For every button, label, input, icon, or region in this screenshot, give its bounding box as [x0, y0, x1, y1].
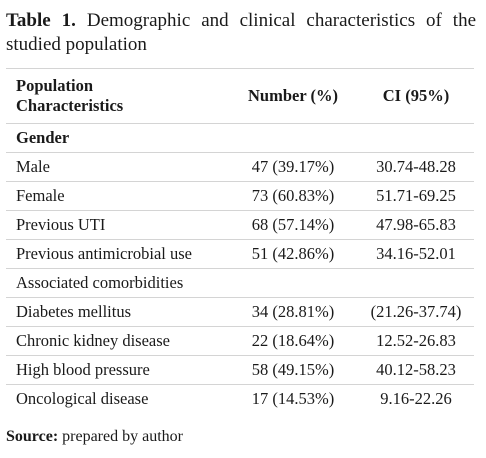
table-section-row: Associated comorbidities	[6, 269, 474, 298]
confidence-interval-cell: (21.26-37.74)	[370, 302, 462, 321]
confidence-interval-cell: 47.98-65.83	[376, 215, 456, 234]
header-confidence-interval: CI (95%)	[382, 86, 450, 105]
table-row: Oncological disease 17 (14.53%) 9.16-22.26	[6, 385, 474, 413]
row-label: High blood pressure	[16, 360, 150, 379]
confidence-interval-cell: 51.71-69.25	[376, 186, 456, 205]
number-percent-cell: 22 (18.64%)	[251, 331, 335, 350]
table-row: Male 47 (39.17%) 30.74-48.28	[6, 153, 474, 182]
row-label: Diabetes mellitus	[16, 302, 132, 321]
characteristics-table: Population Characteristics Number (%) CI…	[6, 68, 474, 413]
row-label: Previous antimicrobial use	[16, 244, 192, 263]
table-row: Previous UTI 68 (57.14%) 47.98-65.83	[6, 211, 474, 240]
confidence-interval-cell: 12.52-26.83	[376, 331, 456, 350]
table-row: Chronic kidney disease 22 (18.64%) 12.52-2…	[6, 327, 474, 356]
number-percent-cell: 73 (60.83%)	[251, 186, 335, 205]
header-number-percent: Number (%)	[248, 86, 338, 105]
table-row: High blood pressure 58 (49.15%) 40.12-58.2…	[6, 356, 474, 385]
confidence-interval-cell	[358, 124, 474, 152]
section-label: Associated comorbidities	[16, 273, 184, 292]
number-percent-cell	[228, 124, 358, 152]
confidence-interval-cell	[358, 269, 474, 297]
number-percent-cell: 51 (42.86%)	[251, 244, 335, 263]
row-label: Oncological disease	[16, 389, 149, 408]
table-caption-label: Table 1.	[6, 10, 76, 31]
table-row: Previous antimicrobial use 51 (42.86%) 34.…	[6, 240, 474, 269]
table-row: Diabetes mellitus 34 (28.81%) (21.26-37.74…	[6, 298, 474, 327]
confidence-interval-cell: 30.74-48.28	[376, 157, 456, 176]
table-section-row: Gender	[6, 124, 474, 153]
row-label: Chronic kidney disease	[16, 331, 170, 350]
table-caption-text: Demographic and clinical characteristics…	[6, 10, 477, 55]
header-population-characteristics: Population Characteristics	[16, 76, 124, 115]
row-label: Female	[16, 186, 65, 205]
number-percent-cell: 17 (14.53%)	[251, 389, 335, 408]
row-label: Male	[16, 157, 50, 176]
source-text: prepared by author	[62, 428, 183, 445]
table-row: Female 73 (60.83%) 51.71-69.25	[6, 182, 474, 211]
number-percent-cell: 68 (57.14%)	[251, 215, 335, 234]
source-label: Source:	[6, 428, 59, 445]
confidence-interval-cell: 40.12-58.23	[376, 360, 456, 379]
table-body: Gender Male 47 (39.17%) 30.74-48.28 Female 73…	[6, 124, 474, 413]
source-note: Source: prepared by author	[6, 427, 183, 447]
number-percent-cell: 34 (28.81%)	[251, 302, 335, 321]
number-percent-cell: 47 (39.17%)	[251, 157, 335, 176]
row-label: Previous UTI	[16, 215, 106, 234]
confidence-interval-cell: 34.16-52.01	[376, 244, 456, 263]
number-percent-cell: 58 (49.15%)	[251, 360, 335, 379]
number-percent-cell	[228, 269, 358, 297]
section-label: Gender	[16, 128, 70, 147]
table-caption: Table 1. Demographic and clinical charac…	[6, 9, 476, 57]
confidence-interval-cell: 9.16-22.26	[380, 389, 452, 408]
table-header-row: Population Characteristics Number (%) CI…	[6, 68, 474, 124]
